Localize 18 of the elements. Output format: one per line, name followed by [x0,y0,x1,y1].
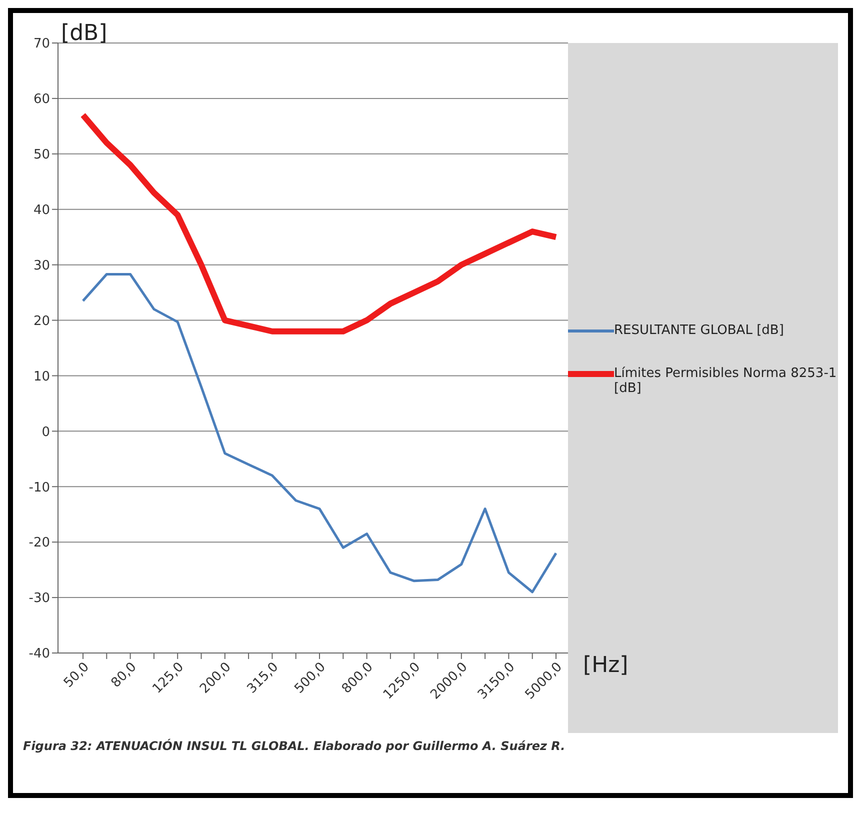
text: Figura 32: ATENUACIÓN INSUL TL GLOBAL. Elaborado por Guillermo A. Suárez R. [23,739,566,753]
y-tick-label: 30 [33,258,50,274]
y-tick-label: -30 [28,591,50,606]
y-tick-label: 10 [33,369,50,384]
legend-label: RESULTANTE GLOBAL [dB] [614,322,784,338]
y-tick-label: 0 [42,424,50,440]
y-tick-label: 60 [33,92,50,108]
y-tick-label: 50 [33,148,50,163]
y-axis-title: [dB] [61,21,108,46]
y-tick-label: -20 [28,536,50,551]
line-series [82,272,558,594]
x-axis-title: [Hz] [583,653,628,678]
y-tick-label: 70 [33,36,50,52]
y-tick-label: -40 [28,646,50,662]
y-tick-label: 20 [33,314,50,329]
legend-label: Límites Permisibles Norma 8253-1 [dB] [614,366,838,396]
y-tick-label: -10 [28,480,50,496]
y-tick-label: 40 [33,202,50,218]
